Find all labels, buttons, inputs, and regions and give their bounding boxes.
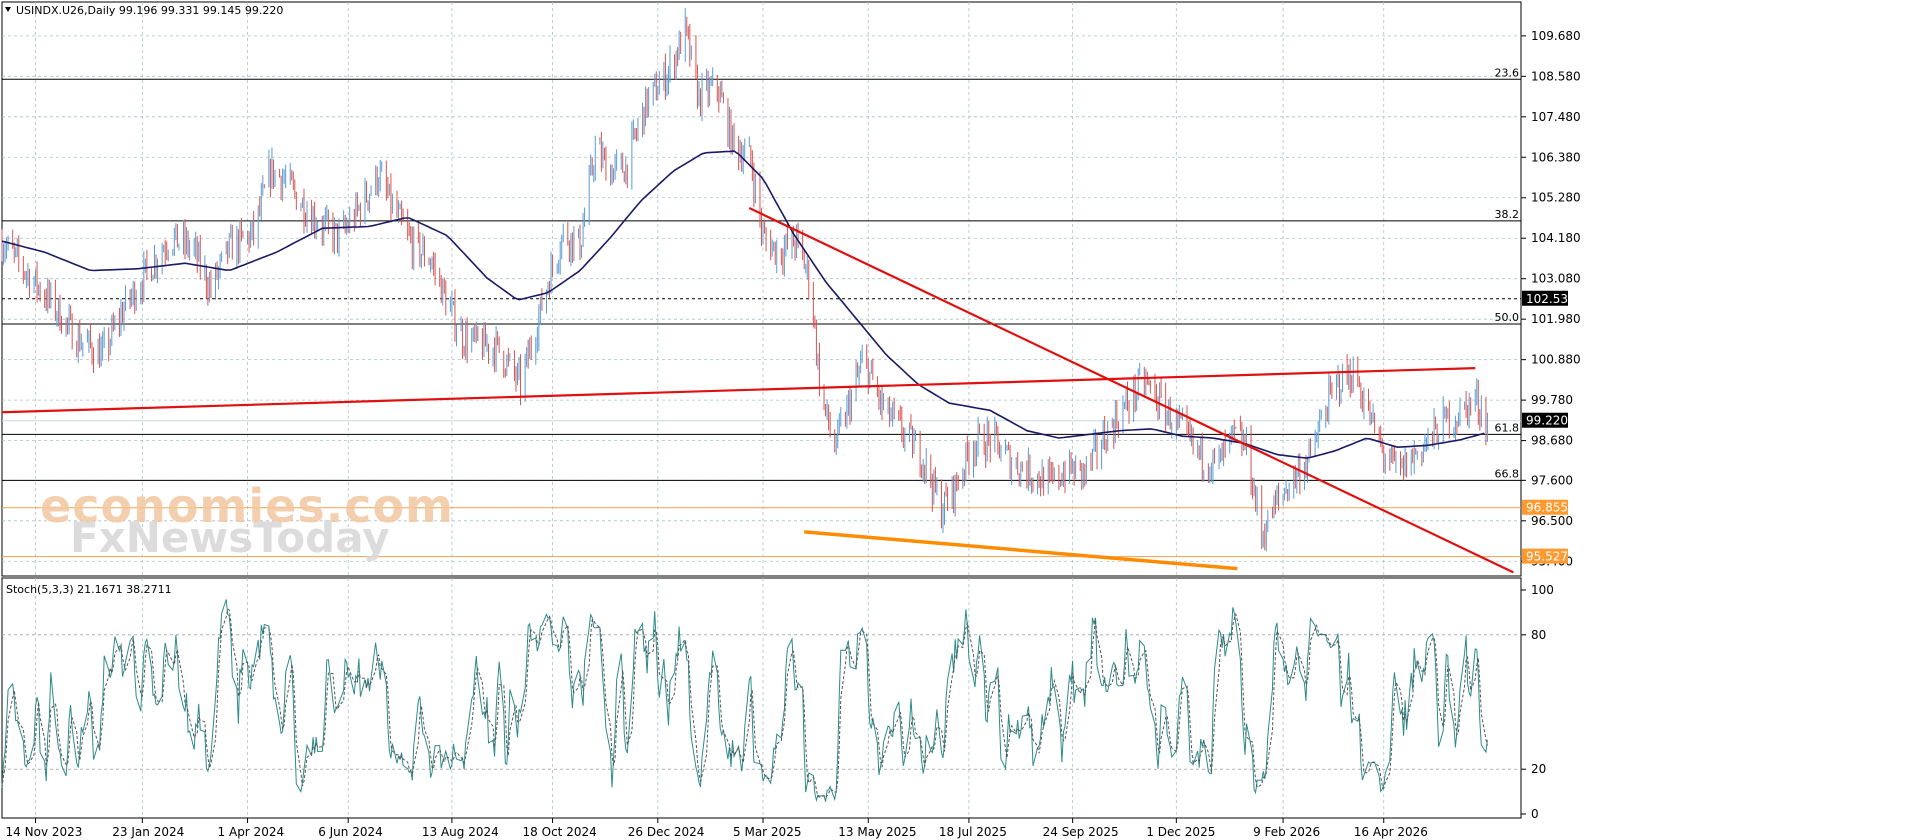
moving-average-line <box>1 150 1485 459</box>
orange-trendline <box>804 530 1238 571</box>
fib-level-label: 61.8 <box>1495 421 1520 434</box>
y-tick-label: 106.380 <box>1531 150 1581 164</box>
trendlines[interactable] <box>1 207 1514 574</box>
x-tick-label: 13 Aug 2024 <box>422 825 499 839</box>
red-trendline <box>1 367 1476 414</box>
watermark-line1: economies.com <box>40 479 454 533</box>
x-tick-label: 24 Sep 2025 <box>1043 825 1119 839</box>
x-tick-label: 6 Jun 2024 <box>318 825 383 839</box>
y-tick-label: 101.980 <box>1531 312 1581 326</box>
stoch-tick-label: 80 <box>1531 628 1546 642</box>
y-tick-label: 108.580 <box>1531 69 1581 83</box>
x-tick-label: 14 Nov 2023 <box>6 825 83 839</box>
price-axis[interactable]: 109.680 108.580 107.480 106.380 105.280 104.1… <box>1521 29 1581 568</box>
y-tick-label: 109.680 <box>1531 29 1581 43</box>
horizontal-lines <box>2 78 1521 558</box>
symbol-info: USINDX.U26,Daily 99.196 99.331 99.145 99… <box>16 4 283 17</box>
x-tick-label: 1 Dec 2025 <box>1146 825 1215 839</box>
x-tick-label: 16 Apr 2026 <box>1354 825 1428 839</box>
red-trendline <box>748 207 1514 574</box>
stoch-d-line <box>1 608 1488 799</box>
y-tick-label: 99.780 <box>1531 393 1573 407</box>
y-tick-label: 105.280 <box>1531 191 1581 205</box>
fib-level-label: 66.8 <box>1495 467 1520 480</box>
x-tick-label: 9 Feb 2026 <box>1253 825 1320 839</box>
y-tick-label: 104.180 <box>1531 231 1581 245</box>
price-tag-bg <box>1522 499 1568 515</box>
x-tick-label: 23 Jan 2024 <box>112 825 184 839</box>
x-tick-label: 18 Jul 2025 <box>939 825 1007 839</box>
y-tick-label: 97.600 <box>1531 473 1573 487</box>
y-tick-label: 107.480 <box>1531 110 1581 124</box>
price-tag-bg <box>1522 412 1568 428</box>
x-tick-label: 1 Apr 2024 <box>218 825 285 839</box>
y-tick-label: 100.880 <box>1531 353 1581 367</box>
stoch-tick-label: 100 <box>1531 583 1554 597</box>
price-tag-label: 96.855 <box>1526 501 1568 515</box>
x-tick-label: 5 Mar 2025 <box>733 825 801 839</box>
candles <box>1 8 1488 552</box>
watermark-line2: FxNewsToday <box>70 513 390 562</box>
x-tick-label: 13 May 2025 <box>838 825 916 839</box>
price-tag-label: 102.535 <box>1526 292 1576 306</box>
stoch-label: Stoch(5,3,3) 21.1671 38.2711 <box>6 583 172 596</box>
stoch-k-line <box>1 599 1488 803</box>
x-tick-label: 26 Dec 2024 <box>628 825 705 839</box>
price-tag-bg <box>1522 548 1568 564</box>
price-tag-label: 99.220 <box>1526 414 1568 428</box>
time-axis[interactable]: 14 Nov 2023 23 Jan 2024 1 Apr 2024 6 Jun 20… <box>6 818 1428 839</box>
stochastic-oscillator: 100 80 20 0 <box>1 583 1554 821</box>
stoch-tick-label: 0 <box>1531 807 1539 821</box>
fib-level-label: 38.2 <box>1495 208 1520 221</box>
fib-level-label: 50.0 <box>1495 311 1520 324</box>
stoch-tick-label: 20 <box>1531 762 1546 776</box>
y-tick-label: 103.080 <box>1531 272 1581 286</box>
triangle-down-icon[interactable] <box>5 7 11 12</box>
price-tag-label: 95.527 <box>1526 550 1568 564</box>
y-tick-label: 98.680 <box>1531 434 1573 448</box>
price-tags: 102.535 99.220 96.855 95.527 <box>1522 290 1576 564</box>
y-tick-label: 96.500 <box>1531 514 1573 528</box>
price-tag-bg <box>1522 290 1568 306</box>
x-tick-label: 18 Oct 2024 <box>523 825 597 839</box>
watermark: economies.com FxNewsToday <box>40 479 454 562</box>
oscillator-plot-frame <box>1 577 1522 819</box>
fib-labels: 23.6 38.2 50.0 61.8 66.8 <box>1495 66 1520 480</box>
fib-level-label: 23.6 <box>1495 66 1520 79</box>
moving-average <box>1 150 1485 459</box>
